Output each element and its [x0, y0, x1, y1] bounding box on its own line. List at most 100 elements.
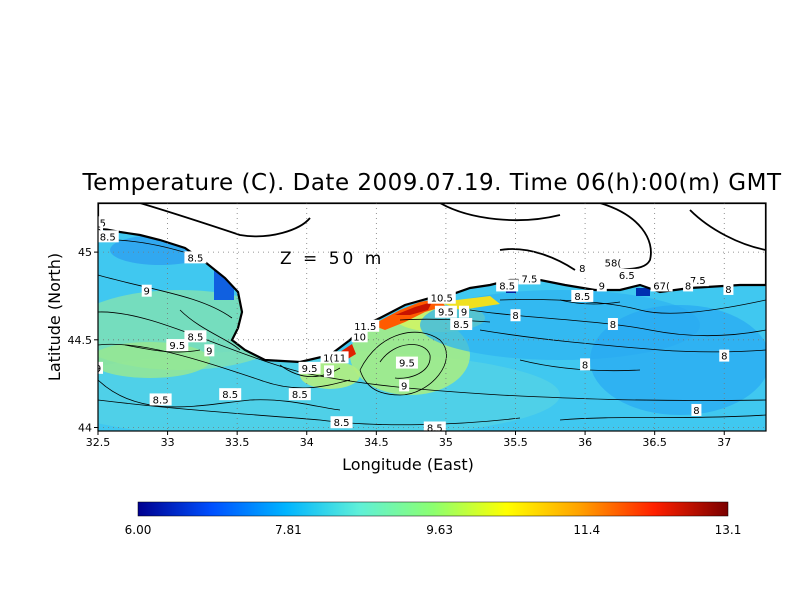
- x-tick-label: 36.5: [642, 436, 667, 449]
- contour-label-box: [98, 361, 103, 374]
- contour-line: [479, 329, 766, 353]
- contour-label-box: [98, 223, 103, 236]
- contour-line: [179, 309, 241, 351]
- colorbar-ticks: 6.00 7.81 9.63 11.4 13.1: [125, 523, 742, 537]
- contour-label: 8: [721, 352, 727, 363]
- colorbar-tick-label: 7.81: [275, 523, 302, 537]
- contour-label: 10: [353, 332, 366, 343]
- contour-label-box: [450, 318, 473, 331]
- contour-label-box: [298, 361, 321, 374]
- contour-label-box: [596, 279, 607, 292]
- contour-line: [98, 379, 341, 411]
- contour-label: 7.5: [690, 276, 706, 287]
- contour-label: 8.5: [499, 281, 515, 292]
- plot-frame: [97, 202, 767, 432]
- contour-label-box: [184, 330, 207, 343]
- x-tick-label: 34.5: [364, 436, 389, 449]
- x-axis-label: Longitude (East): [342, 455, 474, 474]
- contour-label-box: [219, 388, 242, 401]
- y-tick-label: 44.5: [68, 334, 93, 347]
- contour-label: 9.5: [302, 364, 318, 375]
- contour-label: 11.5: [354, 322, 376, 333]
- x-axis-ticks: 32.5 33 33.5 34 34.5 35 35.5 36 36.5 37: [86, 431, 731, 449]
- coastline-segment: [599, 203, 652, 271]
- contour-line: [98, 399, 521, 426]
- colorbar: [137, 501, 729, 517]
- contour-label: 8.5: [153, 395, 169, 406]
- contour-label: 9: [326, 367, 332, 378]
- contour-label: 8: [685, 281, 691, 292]
- x-tick-label: 35: [439, 436, 453, 449]
- contour-line: [124, 344, 201, 353]
- contour-label: 9: [95, 364, 101, 375]
- temperature-field: [98, 235, 766, 431]
- contour-label-box: [510, 309, 521, 322]
- contour-label-box: [288, 388, 311, 401]
- cold-spot: [636, 288, 650, 296]
- colorbar-tick-label: 11.4: [573, 523, 600, 537]
- contour-label: 8.5: [427, 423, 443, 434]
- contour-label: 8.5: [334, 418, 350, 429]
- contour-label-box: [324, 365, 335, 378]
- contour-label: 67(: [653, 281, 670, 292]
- contour-label-box: [395, 356, 418, 369]
- contour-label-box: [650, 279, 673, 292]
- warm-streak: [395, 302, 432, 315]
- coastline-segment: [139, 203, 311, 238]
- contour-line: [98, 343, 351, 389]
- depth-label: Z = 50 m: [280, 249, 384, 269]
- contour-label-box: [723, 282, 734, 295]
- contour-label: 58(: [605, 259, 622, 270]
- contour-label-box: [399, 379, 410, 392]
- contour-label-box: [580, 358, 591, 371]
- contour-label: 8: [582, 360, 588, 371]
- contour-label-box: [320, 351, 349, 364]
- contour-label-box: [141, 284, 152, 297]
- contour-label: 8.5: [574, 292, 590, 303]
- contour-label-box: [601, 256, 624, 269]
- contour-label: 8.5: [187, 253, 203, 264]
- contour-label: 9.5: [399, 359, 415, 370]
- contour-label: 9: [206, 346, 212, 357]
- contour-label: 10.5: [431, 294, 453, 305]
- contour-label-box: [496, 279, 519, 292]
- colorbar-tick-label: 6.00: [125, 523, 152, 537]
- contour-label: 8.5: [100, 232, 116, 243]
- contour-label: 9: [461, 308, 467, 319]
- contour-label: 8.5: [292, 390, 308, 401]
- plot-area: 6.568.58.598.59.5998.58.58.58.59.591(111…: [95, 203, 766, 434]
- contour-label-box: [166, 339, 189, 352]
- contour-label: 6.5: [619, 271, 635, 282]
- contour-label: 9: [401, 381, 407, 392]
- y-tick-label: 45: [78, 246, 92, 259]
- contour-label-box: [683, 279, 694, 292]
- contour-label: 9: [144, 287, 150, 298]
- field-patch: [98, 342, 210, 378]
- contour-label-box: [149, 393, 172, 406]
- contour-line: [359, 331, 447, 396]
- contour-label: 1(11: [323, 353, 346, 364]
- contour-label-box: [351, 330, 368, 343]
- y-axis-label: Latitude (North): [45, 253, 64, 381]
- contour-label-box: [330, 416, 353, 429]
- x-tick-label: 34: [300, 436, 314, 449]
- contour-label-box: [719, 349, 730, 362]
- contour-line: [559, 299, 621, 305]
- contour-label: 8: [693, 406, 699, 417]
- contour-label: 9.5: [169, 341, 185, 352]
- contour-label: 8.5: [453, 320, 469, 331]
- contour-label-box: [615, 268, 638, 281]
- contour-label-box: [691, 403, 702, 416]
- contour-line: [499, 299, 766, 314]
- colorbar-tick-label: 13.1: [715, 523, 742, 537]
- contour-label: 8: [512, 311, 518, 322]
- x-tick-label: 37: [717, 436, 731, 449]
- contour-line: [399, 318, 491, 323]
- coastline-segment: [499, 248, 576, 271]
- contour-line: [279, 364, 341, 378]
- x-tick-label: 32.5: [86, 436, 111, 449]
- contour-label: 7.5: [521, 274, 537, 285]
- contour-label-box: [98, 230, 119, 243]
- contour-label-box: [459, 305, 470, 318]
